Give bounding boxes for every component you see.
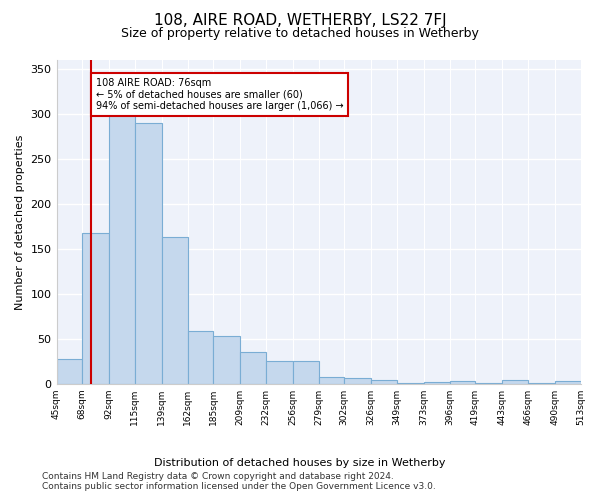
Text: 108, AIRE ROAD, WETHERBY, LS22 7FJ: 108, AIRE ROAD, WETHERBY, LS22 7FJ <box>154 12 446 28</box>
Text: 108 AIRE ROAD: 76sqm
← 5% of detached houses are smaller (60)
94% of semi-detach: 108 AIRE ROAD: 76sqm ← 5% of detached ho… <box>96 78 343 111</box>
Bar <box>528 383 555 384</box>
Bar <box>56 358 82 384</box>
Bar <box>162 237 188 384</box>
Bar <box>109 90 135 384</box>
Bar <box>502 380 528 384</box>
Bar <box>475 383 502 384</box>
Text: Contains HM Land Registry data © Crown copyright and database right 2024.: Contains HM Land Registry data © Crown c… <box>42 472 394 481</box>
Bar <box>344 378 371 384</box>
Y-axis label: Number of detached properties: Number of detached properties <box>15 134 25 310</box>
Text: Contains public sector information licensed under the Open Government Licence v3: Contains public sector information licen… <box>42 482 436 491</box>
Text: Distribution of detached houses by size in Wetherby: Distribution of detached houses by size … <box>154 458 446 468</box>
Bar <box>266 362 293 384</box>
Bar <box>424 382 449 384</box>
Bar <box>371 380 397 384</box>
Bar <box>293 362 319 384</box>
Bar <box>82 232 109 384</box>
Bar <box>555 381 581 384</box>
Bar <box>213 336 240 384</box>
Bar <box>397 383 424 384</box>
Bar <box>240 352 266 384</box>
Bar <box>188 330 213 384</box>
Text: Size of property relative to detached houses in Wetherby: Size of property relative to detached ho… <box>121 28 479 40</box>
Bar <box>135 123 162 384</box>
Bar <box>319 376 344 384</box>
Bar <box>449 381 475 384</box>
